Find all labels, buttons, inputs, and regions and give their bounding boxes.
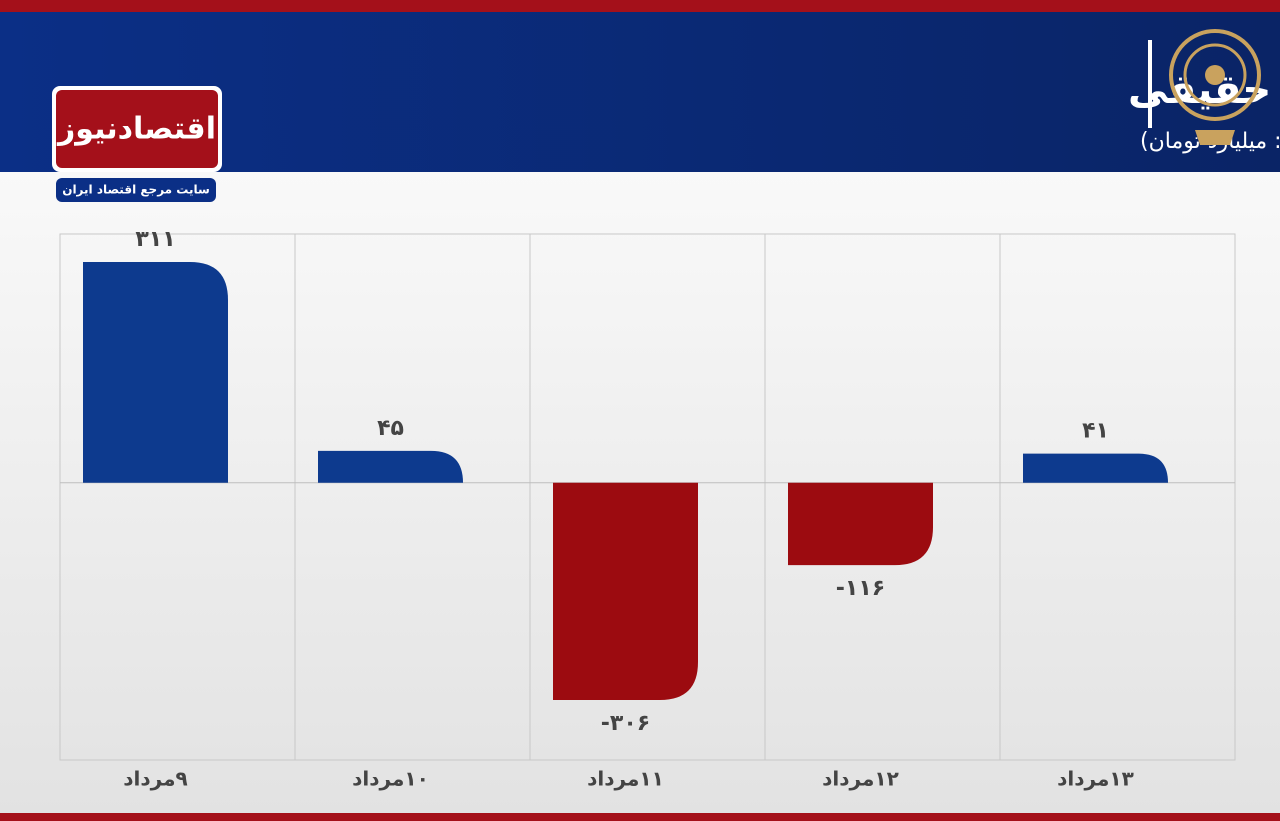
bar bbox=[788, 482, 933, 566]
top-strip bbox=[0, 0, 1280, 12]
x-tick-label: ۹مرداد bbox=[123, 767, 187, 791]
bar bbox=[1023, 453, 1168, 483]
divider bbox=[1148, 40, 1152, 128]
logo-tagline: سایت مرجع اقتصاد ایران bbox=[62, 183, 210, 197]
data-label: -۱۱۶ bbox=[836, 576, 885, 601]
bar bbox=[83, 262, 228, 483]
logo: اقتصادنیوز سایت مرجع اقتصاد ایران bbox=[52, 86, 222, 202]
data-label: -۳۰۶ bbox=[601, 711, 650, 736]
x-tick-label: ۱۱مرداد bbox=[587, 767, 664, 791]
emblem bbox=[1169, 29, 1261, 145]
data-label: ۴۵ bbox=[377, 416, 404, 441]
bar bbox=[553, 482, 698, 700]
bar bbox=[318, 450, 463, 483]
x-tick-label: ۱۲مرداد bbox=[822, 767, 899, 791]
bottom-strip bbox=[0, 813, 1280, 821]
plot-area bbox=[59, 233, 1236, 761]
x-tick-label: ۱۳مرداد bbox=[1057, 767, 1134, 791]
data-label: ۴۱ bbox=[1082, 419, 1109, 444]
data-label: ۳۱۱ bbox=[135, 227, 175, 252]
x-tick-label: ۱۰مرداد bbox=[352, 767, 429, 791]
logo-text: اقتصادنیوز bbox=[56, 112, 216, 147]
